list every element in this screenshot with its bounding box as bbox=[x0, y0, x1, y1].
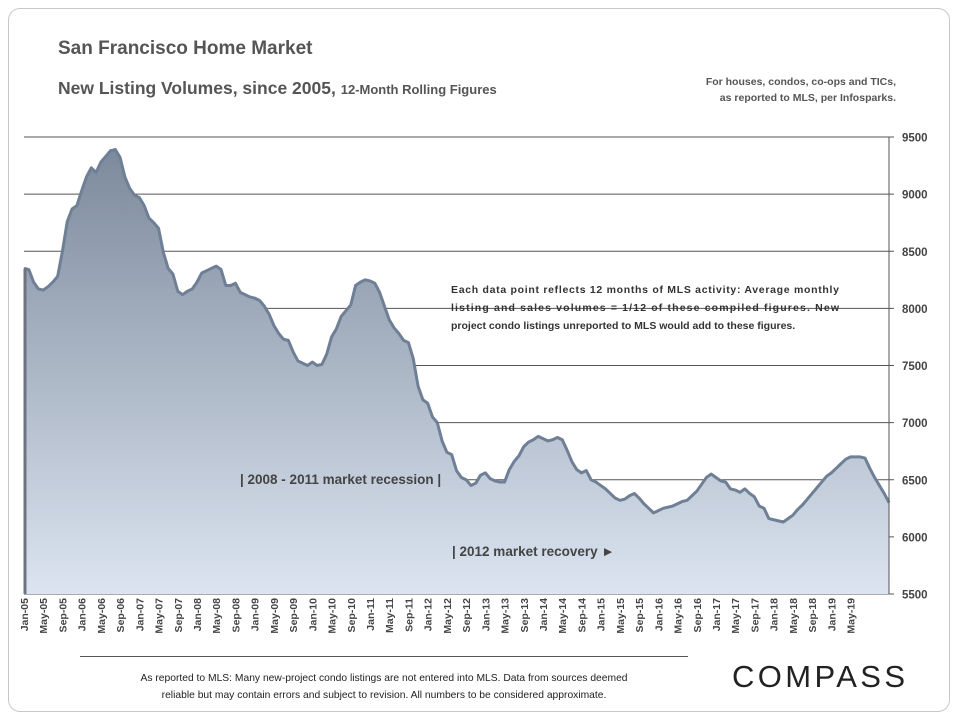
annotation-recovery: | 2012 market recovery ► bbox=[452, 544, 615, 559]
annotation-note-line1: Each data point reflects 12 months of ML… bbox=[451, 284, 839, 296]
x-tick-label: May-19 bbox=[846, 598, 858, 634]
x-tick-label: Sep-15 bbox=[634, 598, 646, 633]
y-tick-label: 8000 bbox=[902, 304, 928, 316]
x-tick-label: Jan-06 bbox=[77, 598, 89, 631]
y-tick-label: 6500 bbox=[902, 475, 928, 487]
source-note-line1: For houses, condos, co-ops and TICs, bbox=[705, 76, 896, 88]
x-tick-label: Sep-08 bbox=[230, 598, 242, 633]
source-note-line2: as reported to MLS, per Infosparks. bbox=[719, 92, 896, 104]
x-tick-label: Sep-14 bbox=[576, 598, 588, 633]
x-tick-label: May-17 bbox=[730, 598, 742, 634]
y-tick-label: 7000 bbox=[902, 418, 928, 430]
x-tick-label: Sep-05 bbox=[57, 598, 69, 633]
x-tick-label: Jan-07 bbox=[134, 598, 146, 631]
x-tick-label: May-14 bbox=[557, 598, 569, 634]
annotation-note-line2: listing and sales volumes = 1/12 of thes… bbox=[451, 302, 840, 314]
series-line bbox=[23, 148, 891, 524]
compass-logo-text: COMPASS bbox=[732, 659, 910, 694]
annotations: Each data point reflects 12 months of ML… bbox=[240, 284, 840, 559]
x-tick-label: May-07 bbox=[154, 598, 166, 634]
annotation-note-line3: project condo listings unreported to MLS… bbox=[451, 320, 795, 332]
x-tick-label: May-09 bbox=[269, 598, 281, 634]
footer-line1: As reported to MLS: Many new-project con… bbox=[140, 673, 628, 684]
y-tick-label: 5500 bbox=[902, 590, 928, 602]
x-tick-label: Jan-09 bbox=[250, 598, 262, 631]
x-tick-label: May-18 bbox=[788, 598, 800, 634]
x-tick-label: Jan-08 bbox=[192, 598, 204, 631]
y-axis: 9500 9000 8500 8000 7500 7000 6500 6000 5500 bbox=[888, 133, 928, 602]
x-tick-label: Sep-09 bbox=[288, 598, 300, 633]
footer-divider bbox=[80, 656, 688, 657]
x-tick-label: Jan-12 bbox=[423, 598, 435, 631]
y-tick-label: 7500 bbox=[902, 361, 928, 373]
x-tick-label: Jan-14 bbox=[538, 598, 550, 631]
x-tick-label: May-16 bbox=[673, 598, 685, 634]
x-tick-label: May-12 bbox=[442, 598, 454, 634]
x-tick-label: Jan-11 bbox=[365, 598, 377, 631]
y-tick-label: 9000 bbox=[902, 190, 928, 202]
y-tick-label: 9500 bbox=[902, 133, 928, 145]
x-tick-label: May-11 bbox=[384, 598, 396, 633]
x-tick-label: Jan-13 bbox=[480, 598, 492, 631]
footer-disclaimer: As reported to MLS: Many new-project con… bbox=[80, 670, 688, 704]
x-tick-label: Sep-16 bbox=[692, 598, 704, 633]
x-tick-label: Jan-16 bbox=[653, 598, 665, 631]
x-tick-label: Sep-17 bbox=[749, 598, 761, 633]
chart-subtitle: New Listing Volumes, since 2005, 12-Mont… bbox=[58, 78, 497, 99]
subtitle-main: New Listing Volumes, since 2005, bbox=[58, 78, 336, 98]
source-note: For houses, condos, co-ops and TICs, as … bbox=[596, 74, 896, 106]
x-tick-label: Sep-18 bbox=[807, 598, 819, 633]
y-tick-label: 8500 bbox=[902, 247, 928, 259]
x-tick-label: Sep-12 bbox=[461, 598, 473, 633]
x-tick-label: Sep-06 bbox=[115, 598, 127, 633]
chart-title: San Francisco Home Market bbox=[58, 38, 313, 59]
x-tick-label: May-08 bbox=[211, 598, 223, 634]
x-axis: Jan-05 May-05 Sep-05 Jan-06 May-06 Sep-06 Jan-… bbox=[19, 598, 858, 634]
x-tick-label: May-10 bbox=[327, 598, 339, 634]
x-tick-label: Jan-10 bbox=[307, 598, 319, 631]
area-fill bbox=[24, 149, 889, 594]
compass-logo: COMPASS bbox=[732, 659, 910, 694]
x-tick-label: Sep-10 bbox=[346, 598, 358, 633]
x-tick-label: Jan-15 bbox=[596, 598, 608, 631]
subtitle-small: 12-Month Rolling Figures bbox=[340, 82, 497, 97]
x-tick-label: Sep-13 bbox=[519, 598, 531, 633]
x-tick-label: May-13 bbox=[500, 598, 512, 634]
x-tick-label: Sep-11 bbox=[403, 598, 415, 632]
x-tick-label: May-15 bbox=[615, 598, 627, 634]
annotation-recession: | 2008 - 2011 market recession | bbox=[240, 472, 441, 487]
x-tick-label: May-06 bbox=[96, 598, 108, 634]
x-tick-label: May-05 bbox=[38, 598, 50, 634]
x-tick-label: Jan-17 bbox=[711, 598, 723, 631]
footer-line2: reliable but may contain errors and subj… bbox=[161, 690, 607, 701]
x-tick-label: Jan-19 bbox=[826, 598, 838, 631]
x-tick-label: Sep-07 bbox=[173, 598, 185, 633]
x-tick-label: Jan-18 bbox=[769, 598, 781, 631]
x-tick-label: Jan-05 bbox=[19, 598, 31, 631]
y-tick-label: 6000 bbox=[902, 532, 928, 544]
